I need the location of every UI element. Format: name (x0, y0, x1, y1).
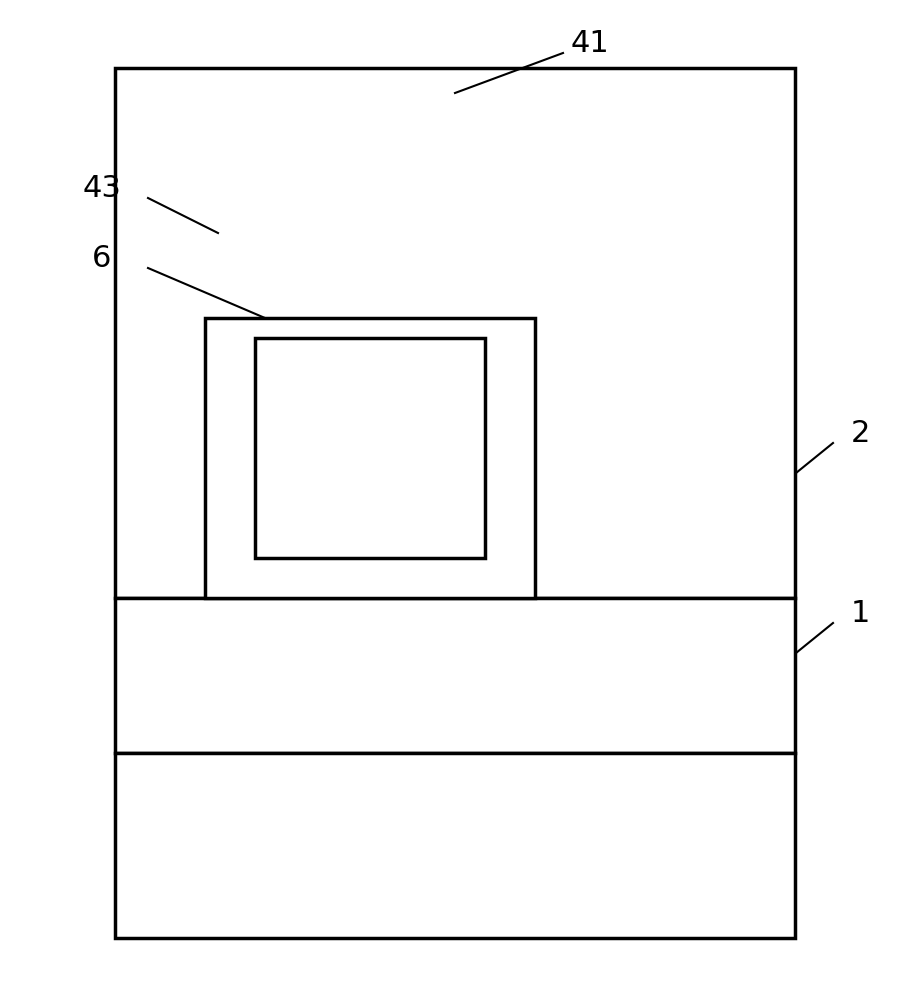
Text: 1: 1 (850, 599, 870, 627)
Bar (115, 753, 795, 938)
Bar (255, 338, 485, 558)
Bar (115, 598, 795, 753)
Bar (115, 68, 795, 598)
Text: 2: 2 (850, 419, 870, 448)
Bar (205, 318, 535, 598)
Text: 6: 6 (92, 243, 111, 273)
Text: 43: 43 (82, 174, 121, 203)
Text: 41: 41 (571, 29, 609, 57)
